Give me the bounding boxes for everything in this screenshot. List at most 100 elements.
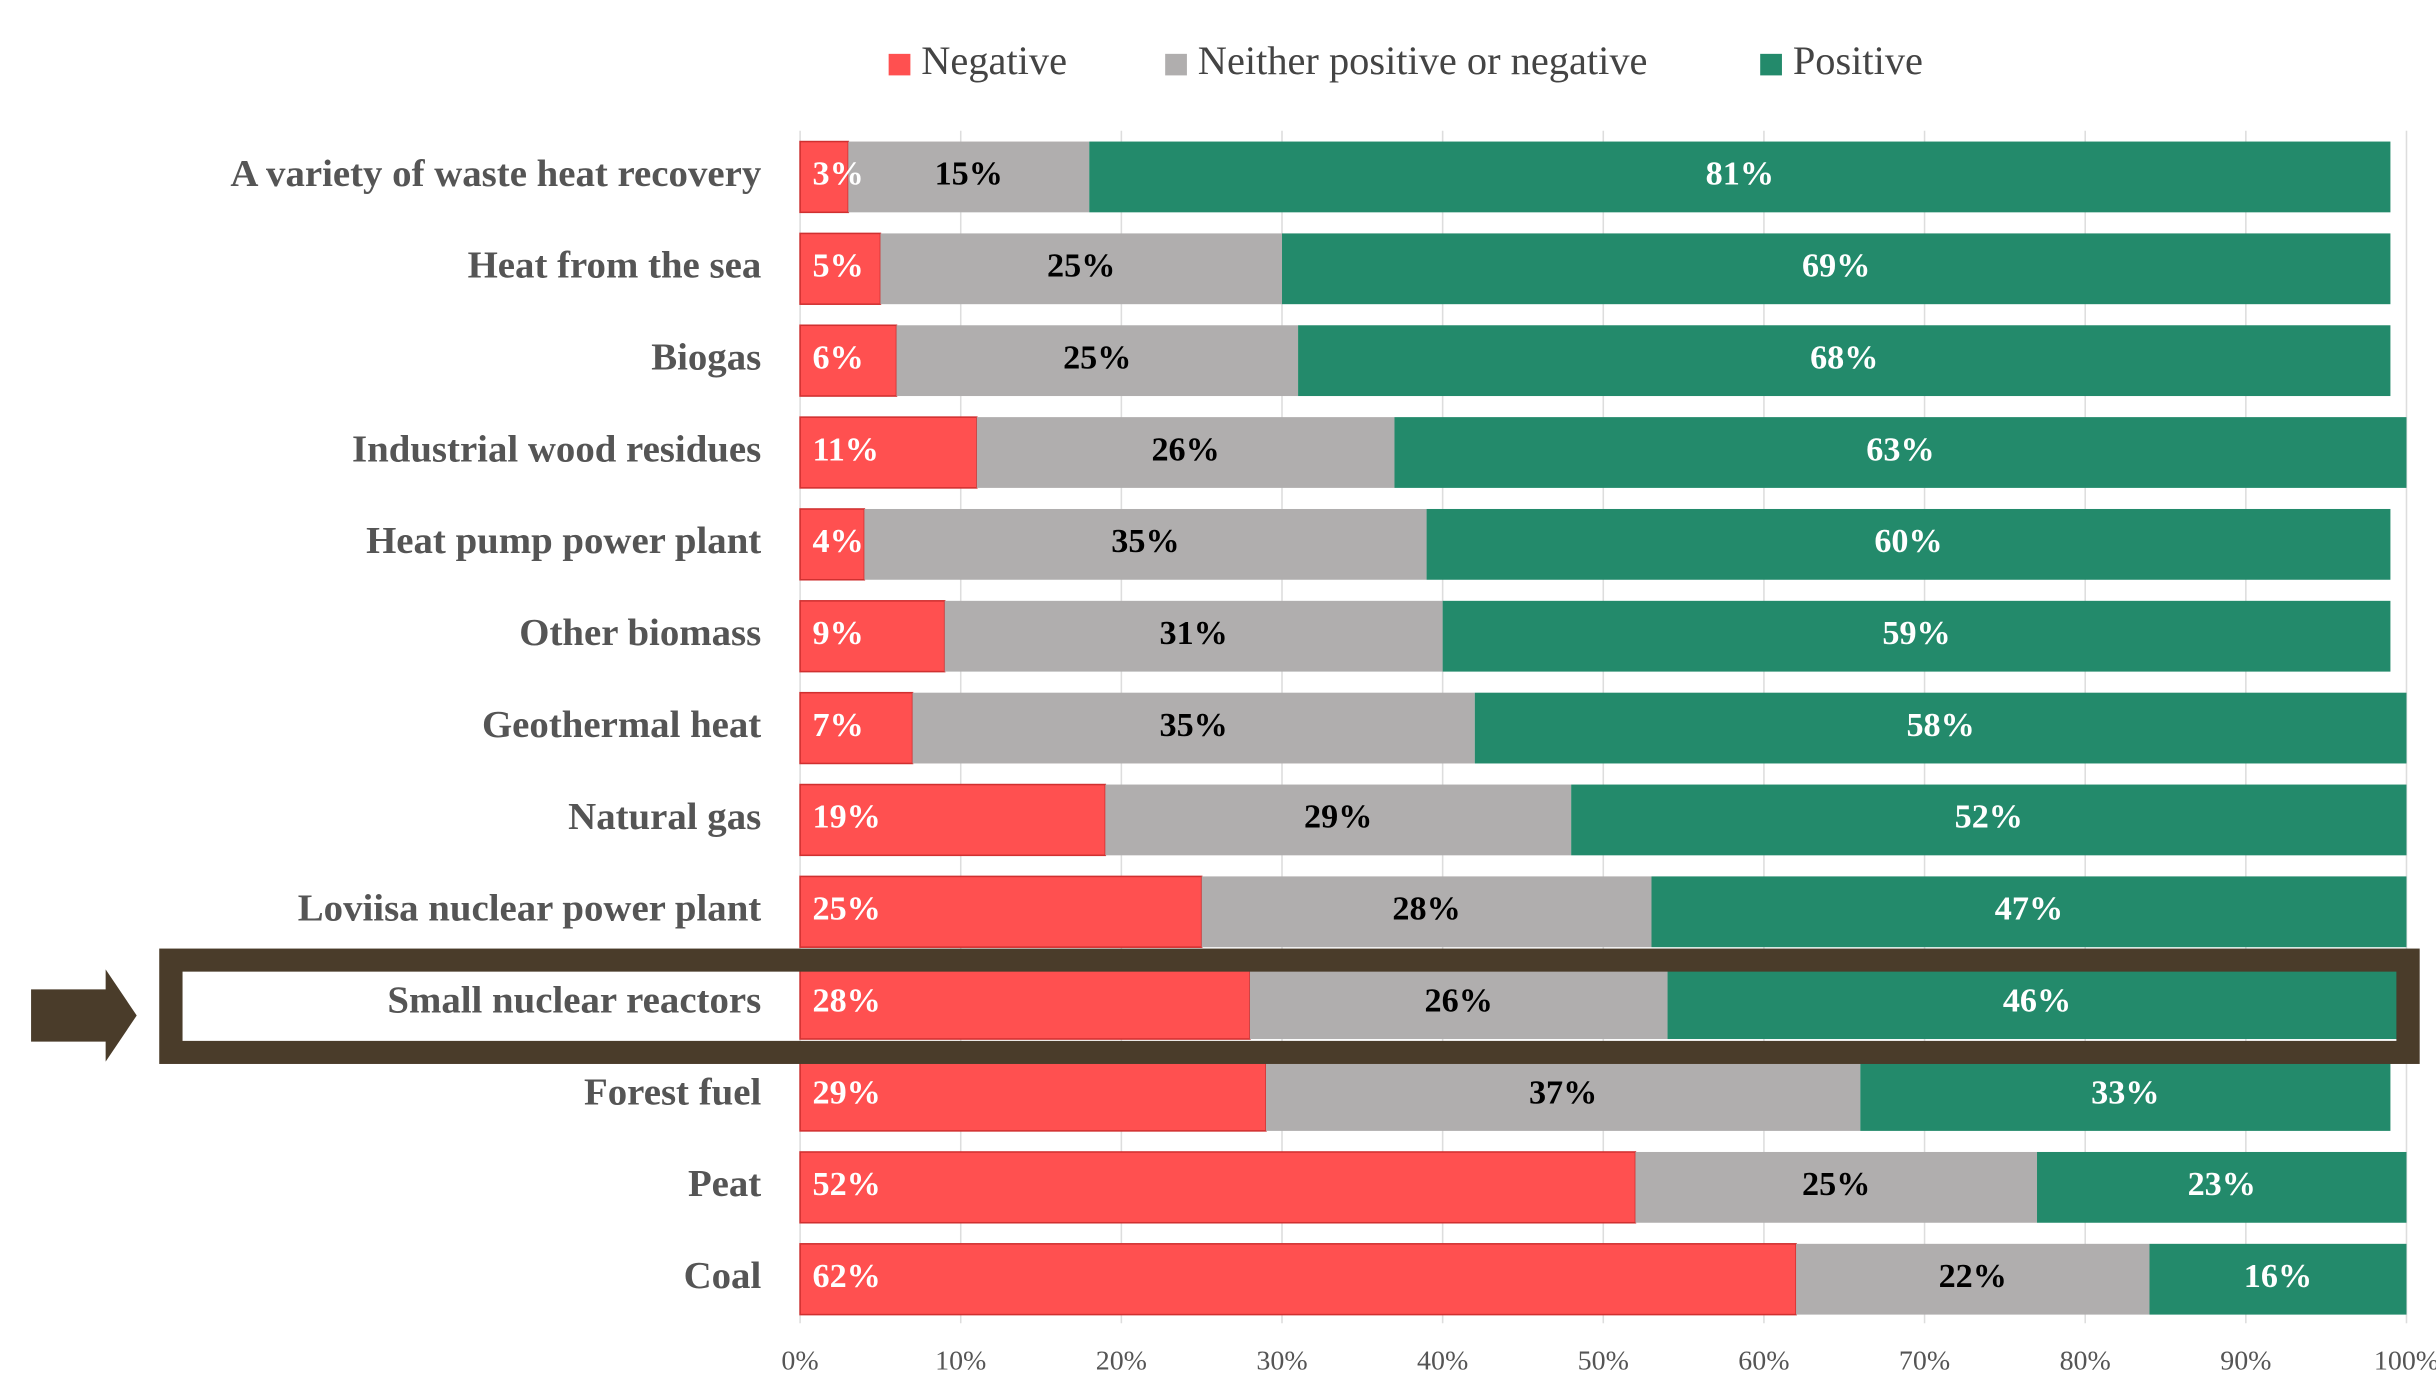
data-label: 28% [813, 983, 881, 1020]
data-label: 16% [2244, 1258, 2312, 1295]
bar-segment [848, 141, 1090, 213]
category-label: Forest fuel [584, 1071, 761, 1113]
data-label: 22% [1939, 1258, 2007, 1295]
bar-segment [799, 140, 850, 214]
bar-segment [799, 508, 866, 581]
category-label: Peat [688, 1163, 761, 1205]
data-label: 31% [1159, 615, 1227, 652]
data-label: 29% [1304, 799, 1372, 836]
category-label: Small nuclear reactors [387, 980, 761, 1022]
data-label: 33% [2091, 1074, 2159, 1111]
bar-segment [1265, 1060, 1861, 1131]
bar-segment [880, 233, 1283, 305]
legend-label: Positive [1793, 38, 1923, 83]
category-label: Natural gas [568, 796, 761, 838]
bar-segment [799, 1243, 1797, 1316]
data-label: 52% [1955, 799, 2023, 836]
x-tick-label: 30% [1256, 1346, 1307, 1377]
category-label: Loviisa nuclear power plant [298, 888, 762, 930]
x-tick-label: 10% [935, 1346, 986, 1377]
data-label: 29% [813, 1074, 881, 1111]
bar-segment [1860, 1060, 2391, 1131]
bar-segment [799, 416, 978, 489]
x-tick-label: 60% [1738, 1346, 1789, 1377]
bar-segment [2149, 1243, 2407, 1315]
bar-segment [1796, 1243, 2150, 1315]
category-label: Biogas [651, 337, 761, 379]
bar-segment [1089, 141, 2391, 213]
legend-swatch [888, 53, 911, 76]
bar-segment [799, 1059, 1267, 1132]
x-tick-label: 70% [1899, 1346, 1950, 1377]
bar-segment [799, 691, 914, 765]
category-label: Heat pump power plant [366, 520, 761, 562]
data-label: 5% [813, 248, 864, 285]
bar-segment [1249, 968, 1668, 1040]
bar-segment [896, 325, 1299, 397]
bars [799, 140, 2407, 1316]
bar-segment [799, 783, 1107, 857]
bar-segment [1667, 968, 2407, 1040]
bar-segment [1201, 876, 1652, 948]
bar-segment [799, 967, 1251, 1040]
category-label: Heat from the sea [468, 245, 762, 287]
category-label: Industrial wood residues [352, 429, 761, 471]
data-label: 23% [2188, 1166, 2256, 1203]
bar-segment [944, 600, 1443, 672]
data-label: 26% [1151, 431, 1219, 468]
data-label: 25% [1047, 248, 1115, 285]
bar-segment [1105, 784, 1572, 856]
highlight-arrow [31, 969, 137, 1062]
data-label: 81% [1706, 156, 1774, 193]
data-label: 25% [813, 891, 881, 928]
x-tick-label: 90% [2220, 1346, 2271, 1377]
bar-segment [1474, 692, 2407, 764]
data-label: 7% [813, 707, 864, 744]
x-tick-label: 20% [1096, 1346, 1147, 1377]
data-label: 4% [813, 523, 864, 560]
bar-segment [976, 417, 1395, 488]
data-label: 60% [1874, 523, 1942, 560]
data-label: 3% [813, 156, 864, 193]
category-label: Other biomass [519, 612, 761, 654]
bar-segment [864, 508, 1427, 580]
bar-segment [799, 1151, 1637, 1224]
x-tick-label: 40% [1417, 1346, 1468, 1377]
bar-segment [1651, 876, 2407, 948]
data-label: 15% [935, 156, 1003, 193]
data-label: 37% [1529, 1074, 1597, 1111]
data-label: 68% [1810, 340, 1878, 377]
x-tick-label: 0% [781, 1346, 818, 1377]
data-label: 25% [1802, 1166, 1870, 1203]
bar-segment [1442, 600, 2391, 672]
category-label: A variety of waste heat recovery [230, 153, 761, 195]
bar-segment [1635, 1151, 2038, 1223]
bar-segment [2037, 1151, 2407, 1223]
data-label: 26% [1425, 983, 1493, 1020]
data-label: 63% [1866, 431, 1934, 468]
data-label: 25% [1063, 340, 1131, 377]
data-label: 62% [813, 1258, 881, 1295]
data-label: 19% [813, 799, 881, 836]
data-label: 69% [1802, 248, 1870, 285]
bar-segment [799, 600, 946, 673]
labels: 0% 10% 20% 30% 40% 50% 60% 70% 80% 90% 100% A varie… [230, 38, 2436, 1377]
data-label: 11% [813, 431, 879, 468]
bar-segment [1426, 508, 2391, 580]
data-label: 46% [2003, 983, 2071, 1020]
data-label: 35% [1111, 523, 1179, 560]
data-label: 59% [1882, 615, 1950, 652]
bar-segment [912, 692, 1475, 764]
x-tick-label: 100% [2374, 1346, 2436, 1377]
x-tick-label: 80% [2060, 1346, 2111, 1377]
data-label: 9% [813, 615, 864, 652]
bar-segment [1282, 233, 2391, 305]
legend-swatch [1760, 53, 1782, 76]
data-label: 58% [1906, 707, 1974, 744]
bar-segment [1571, 784, 2407, 856]
bar-segment [1298, 325, 2391, 397]
data-label: 35% [1159, 707, 1227, 744]
legend-label: Negative [921, 38, 1067, 83]
legend-swatch [1165, 53, 1187, 76]
